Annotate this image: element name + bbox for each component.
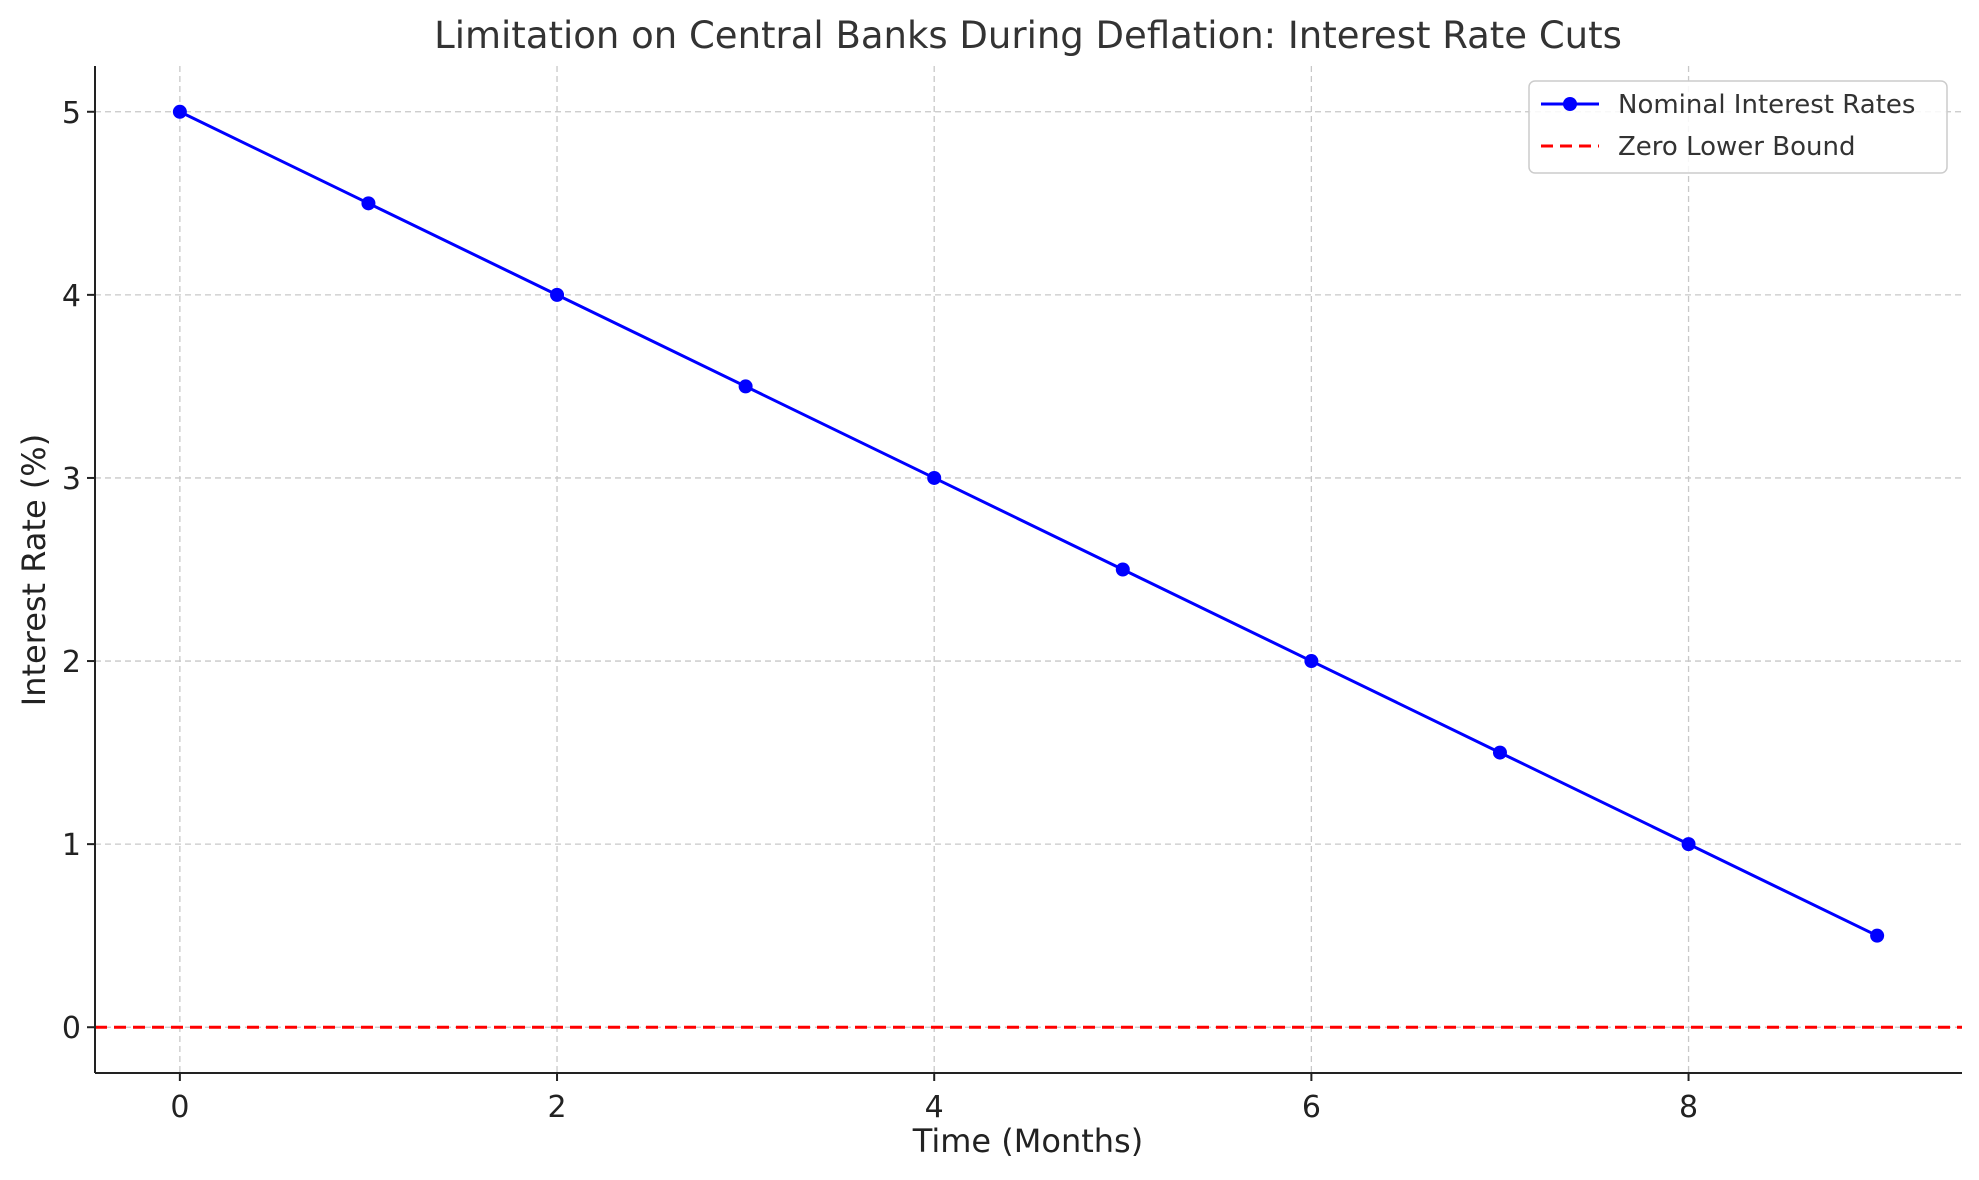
- x-tick-label: 0: [170, 1090, 189, 1125]
- x-tick-label: 8: [1679, 1090, 1698, 1125]
- y-tick-label: 0: [62, 1011, 81, 1046]
- data-point: [738, 379, 753, 394]
- legend-label-zero-lower-bound: Zero Lower Bound: [1618, 132, 1855, 162]
- x-axis-ticks: 0 2 4 6 8: [170, 1073, 1698, 1125]
- data-point: [927, 470, 942, 485]
- series-line-nominal-interest-rates: [179, 110, 1878, 938]
- data-point: [172, 104, 187, 119]
- legend: Nominal Interest Rates Zero Lower Bound: [1528, 80, 1948, 174]
- chart-title: Limitation on Central Banks During Defla…: [434, 14, 1622, 57]
- y-tick-label: 1: [62, 828, 81, 863]
- data-point: [1304, 654, 1319, 669]
- y-tick-label: 2: [62, 645, 81, 680]
- grid-lines: [95, 66, 1962, 1073]
- x-tick-label: 4: [925, 1090, 944, 1125]
- y-axis-ticks: 0 1 2 3 4 5: [62, 96, 95, 1046]
- y-axis-label: Interest Rate (%): [15, 434, 53, 706]
- y-tick-label: 3: [62, 462, 81, 497]
- legend-label-nominal-interest-rates: Nominal Interest Rates: [1618, 90, 1915, 120]
- y-tick-label: 5: [62, 96, 81, 131]
- y-tick-label: 4: [62, 279, 81, 314]
- x-axis-label: Time (Months): [912, 1122, 1143, 1160]
- x-tick-label: 6: [1302, 1090, 1321, 1125]
- data-point: [1681, 837, 1696, 852]
- data-point: [361, 196, 376, 211]
- data-point: [1870, 928, 1885, 943]
- series-layer: [172, 104, 1885, 943]
- data-point: [1115, 562, 1130, 577]
- x-tick-label: 2: [547, 1090, 566, 1125]
- data-point: [1492, 745, 1507, 760]
- legend-frame: [1528, 80, 1948, 174]
- data-point: [550, 287, 565, 302]
- legend-marker-nominal-interest-rates: [1563, 97, 1577, 111]
